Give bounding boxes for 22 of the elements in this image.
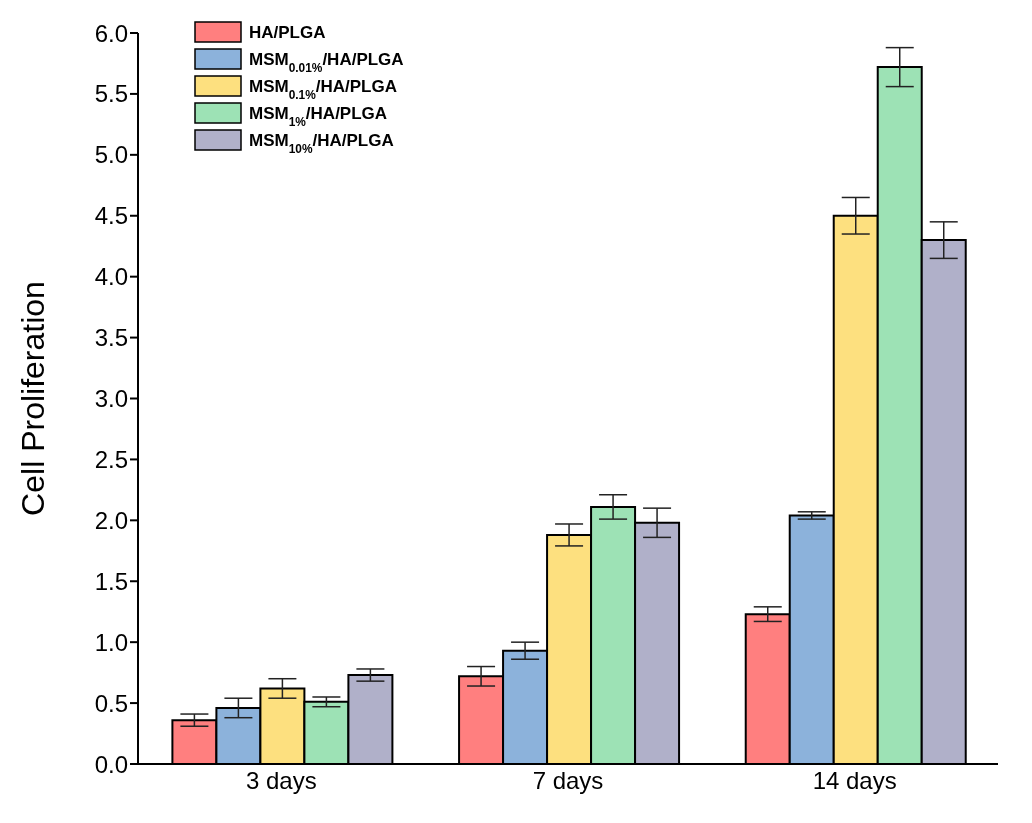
x-tick-label: 14 days (812, 767, 897, 795)
legend-label: MSM$_{0.1%}$/HA/PLGA (249, 77, 398, 102)
y-tick-label: 4.0 (94, 263, 128, 291)
y-tick-label: 5.0 (94, 141, 128, 169)
y-tick-label: 2.0 (94, 506, 128, 534)
legend-label: MSM$_{1%}$/HA/PLGA (249, 104, 388, 129)
legend-label: HA/PLGA (249, 23, 326, 42)
y-tick-label: 0.0 (94, 750, 128, 778)
y-tick-label: 3.5 (94, 324, 128, 352)
y-tick-label: 2.5 (94, 445, 128, 473)
x-tick-label: 7 days (532, 767, 604, 795)
y-tick-label: 5.5 (94, 80, 128, 108)
y-tick-label: 0.5 (94, 689, 128, 717)
y-tick-label: 3.0 (94, 385, 128, 413)
legend-label: MSM$_{0.01%}$/HA/PLGA (249, 50, 404, 75)
y-tick-label: 1.0 (94, 628, 128, 656)
legend-label: MSM$_{10%}$/HA/PLGA (249, 131, 394, 156)
y-tick-label: 4.5 (94, 202, 128, 230)
y-tick-label: 1.5 (94, 567, 128, 595)
y-axis-title: Cell Proliferation (15, 281, 52, 516)
y-tick-label: 6.0 (94, 19, 128, 47)
x-tick-label: 3 days (245, 767, 317, 795)
